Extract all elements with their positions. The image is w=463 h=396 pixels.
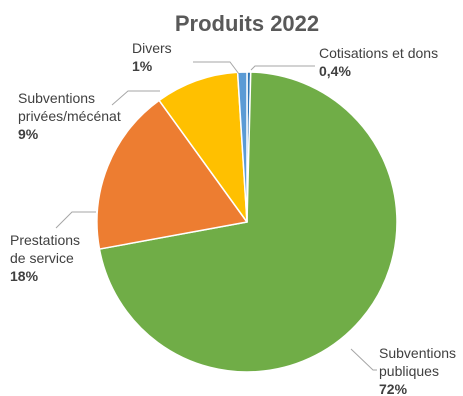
slice-label-3: Subventions privées/mécénat 9%	[18, 90, 121, 142]
leader-line-0	[250, 65, 315, 71]
slice-name-2-0: Prestations	[10, 232, 80, 248]
slice-name-3-0: Subventions	[18, 90, 95, 106]
slice-label-4: Divers 1%	[132, 40, 172, 74]
slice-value-3: 9%	[18, 126, 39, 142]
leader-lines	[55, 61, 377, 371]
slice-name-4-0: Divers	[132, 40, 172, 56]
pie-slice-1	[98, 71, 398, 373]
slice-value-0: 0,4%	[319, 63, 351, 79]
slice-name-0-0: Cotisations et dons	[319, 45, 438, 61]
leader-line-2	[55, 211, 96, 229]
slice-name-1-0: Subventions	[379, 345, 456, 361]
slice-name-1-1: publiques	[379, 363, 439, 379]
slice-value-1: 72%	[379, 381, 408, 396]
slice-label-1: Subventions publiques 72%	[379, 345, 456, 396]
slice-label-2: Prestations de service 18%	[10, 232, 80, 284]
slice-label-0: Cotisations et dons 0,4%	[319, 45, 438, 79]
slice-labels: Cotisations et dons 0,4% Subventions publiq…	[10, 40, 456, 396]
slice-value-4: 1%	[132, 58, 153, 74]
leader-line-3	[111, 90, 160, 106]
leader-line-1	[350, 348, 377, 371]
slice-name-3-1: privées/mécénat	[18, 108, 121, 124]
slice-value-2: 18%	[10, 268, 39, 284]
pie-slices	[96, 71, 398, 373]
pie-slice-2	[96, 99, 248, 250]
pie-slice-3	[158, 71, 248, 223]
leader-line-4	[193, 61, 240, 75]
slice-name-2-1: de service	[10, 250, 74, 266]
chart-title: Produits 2022	[175, 11, 319, 36]
